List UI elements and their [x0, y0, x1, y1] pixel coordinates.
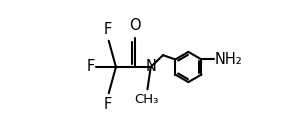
- Text: O: O: [129, 18, 141, 33]
- Text: NH₂: NH₂: [215, 52, 243, 67]
- Text: CH₃: CH₃: [134, 93, 159, 106]
- Text: F: F: [87, 59, 95, 75]
- Text: F: F: [104, 96, 112, 111]
- Text: N: N: [145, 59, 156, 75]
- Text: F: F: [104, 23, 112, 38]
